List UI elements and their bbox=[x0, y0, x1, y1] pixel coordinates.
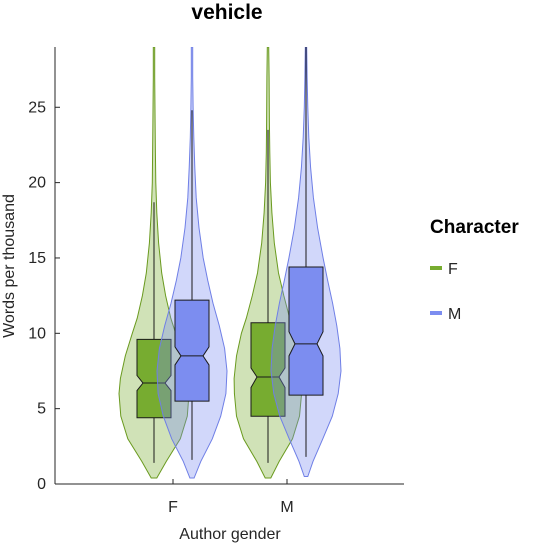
box-F-M bbox=[250, 322, 286, 417]
y-tick-label-10: 10 bbox=[28, 325, 46, 342]
plot-area bbox=[118, 47, 342, 479]
legend: Character F M bbox=[430, 217, 519, 323]
chart-title: vehicle bbox=[191, 1, 262, 24]
x-axis-label: Author gender bbox=[179, 526, 281, 543]
box-M-M bbox=[288, 266, 324, 396]
legend-label-M: M bbox=[448, 306, 461, 323]
y-tick-label-25: 25 bbox=[28, 99, 46, 116]
y-tick-label-15: 15 bbox=[28, 250, 46, 267]
x-tick-label-M: M bbox=[280, 499, 293, 516]
x-tick-label-F: F bbox=[168, 499, 178, 516]
y-axis-label: Words per thousand bbox=[1, 194, 18, 338]
y-tick-label-5: 5 bbox=[37, 401, 46, 418]
y-tick-label-20: 20 bbox=[28, 175, 46, 192]
y-tick-label-0: 0 bbox=[37, 476, 46, 493]
violin-group bbox=[118, 47, 342, 479]
axes: 0 5 10 15 20 25 F M bbox=[28, 47, 404, 516]
box-M-F bbox=[174, 299, 210, 402]
legend-title: Character bbox=[430, 217, 519, 238]
box-F-F bbox=[136, 338, 172, 419]
legend-label-F: F bbox=[448, 261, 458, 278]
